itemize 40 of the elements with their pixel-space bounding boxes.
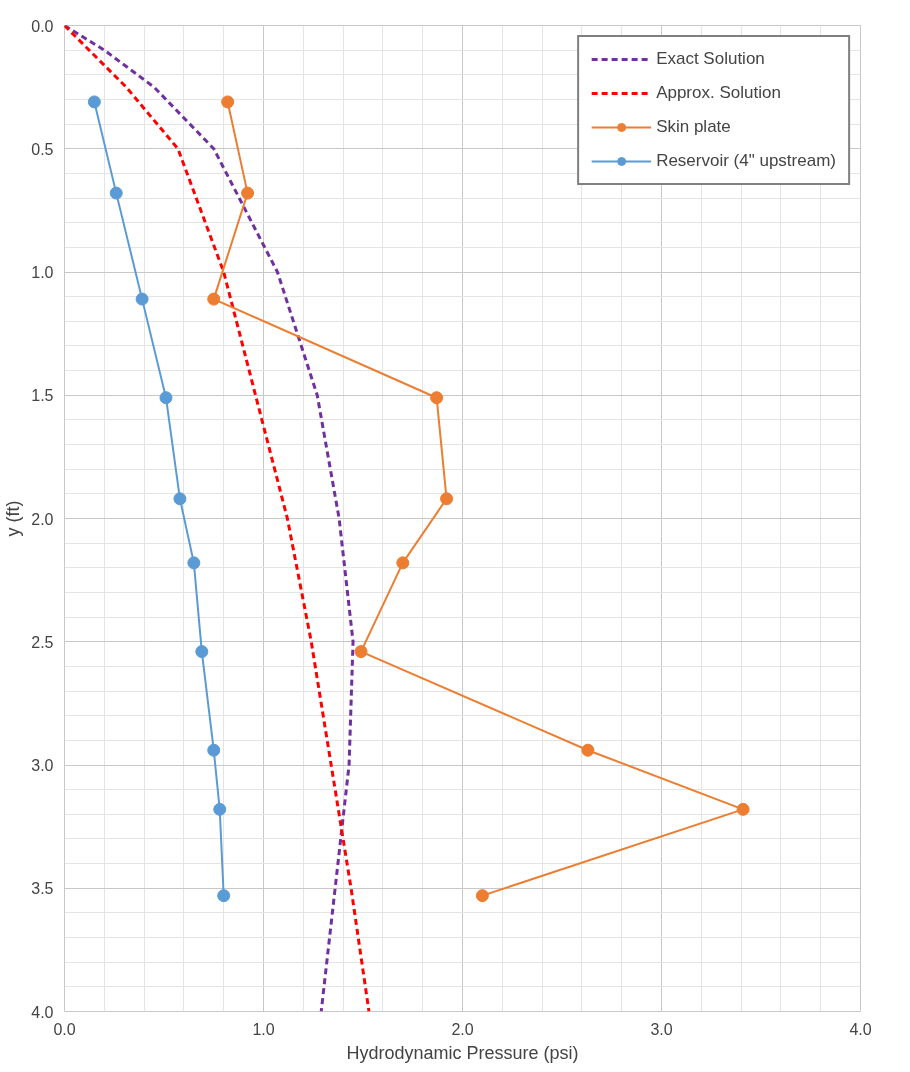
point xyxy=(217,889,231,903)
point xyxy=(241,186,255,200)
point xyxy=(354,645,368,659)
y-tick-label: 1.5 xyxy=(31,387,54,405)
x-axis-title: Hydrodynamic Pressure (psi) xyxy=(346,1042,579,1063)
point xyxy=(475,889,489,903)
point xyxy=(187,556,201,570)
y-tick-label: 2.5 xyxy=(31,633,54,651)
y-tick-label: 3.5 xyxy=(31,880,54,898)
x-tick-label: 0.0 xyxy=(53,1020,76,1038)
point xyxy=(430,391,444,405)
point xyxy=(87,95,101,109)
point xyxy=(173,492,187,506)
y-tick-label: 0.0 xyxy=(31,17,54,35)
point xyxy=(221,95,235,109)
point xyxy=(135,292,149,306)
y-tick-label: 2.0 xyxy=(31,510,54,528)
point xyxy=(213,802,227,816)
legend-label: Reservoir (4" upstream) xyxy=(656,151,836,171)
point xyxy=(440,492,454,506)
x-tick-label: 2.0 xyxy=(451,1020,474,1038)
point xyxy=(207,743,221,757)
x-tick-label: 4.0 xyxy=(849,1020,872,1038)
point xyxy=(581,743,595,757)
point xyxy=(396,556,410,570)
point xyxy=(195,645,209,659)
x-tick-label: 1.0 xyxy=(252,1020,275,1038)
point xyxy=(736,802,750,816)
legend-label: Skin plate xyxy=(656,117,731,137)
point xyxy=(159,391,173,405)
point xyxy=(109,186,123,200)
y-tick-label: 4.0 xyxy=(31,1003,54,1021)
y-axis-title: y (ft) xyxy=(3,500,24,537)
point xyxy=(207,292,221,306)
y-tick-label: 1.0 xyxy=(31,264,54,281)
x-tick-label: 3.0 xyxy=(650,1020,673,1038)
y-tick-label: 3.0 xyxy=(31,757,54,774)
legend-label: Exact Solution xyxy=(656,49,765,69)
y-tick-label: 0.5 xyxy=(31,140,54,158)
legend-label: Approx. Solution xyxy=(656,83,781,103)
